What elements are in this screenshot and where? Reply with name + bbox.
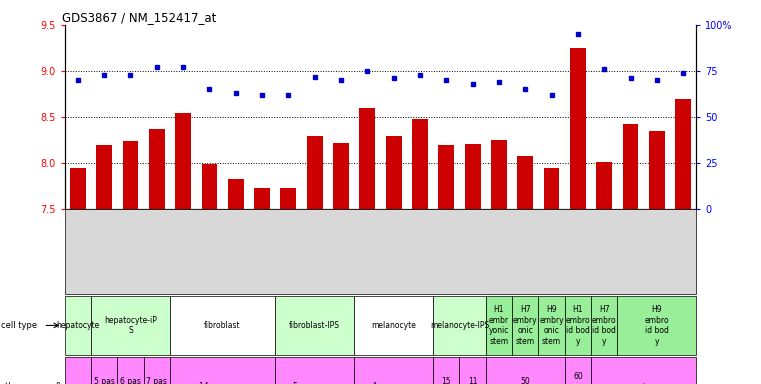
Text: hepatocyte: hepatocyte [56,321,100,330]
Bar [570,48,586,209]
Text: 11
passag: 11 passag [459,377,486,384]
Bar [281,188,296,209]
Bar [228,179,244,209]
Bar [175,113,191,209]
Bar [412,119,428,209]
Text: 6 pas
sages: 6 pas sages [119,377,142,384]
Bar [359,108,375,209]
Bar [675,99,691,209]
Text: fibroblast: fibroblast [204,321,241,330]
Bar [517,156,533,209]
Text: H9
embro
id bod
y: H9 embro id bod y [645,305,669,346]
Text: hepatocyte-iP
S: hepatocyte-iP S [104,316,157,335]
Bar [438,145,454,209]
Bar [333,143,349,209]
Text: 14 passages: 14 passages [199,382,247,384]
Bar [123,141,139,209]
Bar [597,162,612,209]
Text: GDS3867 / NM_152417_at: GDS3867 / NM_152417_at [62,11,216,24]
Text: H7
embro
id bod
y: H7 embro id bod y [592,305,616,346]
Text: 0 passages: 0 passages [56,382,100,384]
Text: n/a: n/a [638,382,650,384]
Bar [622,124,638,209]
Text: cell type: cell type [1,321,37,330]
Text: H1
embr
yonic
stem: H1 embr yonic stem [489,305,509,346]
Bar [254,188,270,209]
Bar [70,168,86,209]
Text: other: other [1,382,24,384]
Text: H7
embry
onic
stem: H7 embry onic stem [513,305,537,346]
Text: 50
passages: 50 passages [508,377,543,384]
Text: 4 passages: 4 passages [372,382,416,384]
Bar [649,131,665,209]
Bar [307,136,323,209]
Bar [96,145,112,209]
Bar [543,168,559,209]
Text: 5 passages: 5 passages [293,382,336,384]
Text: melanocyte: melanocyte [371,321,416,330]
Text: 5 pas
sages: 5 pas sages [93,377,115,384]
Text: H9
embry
onic
stem: H9 embry onic stem [540,305,564,346]
Bar [465,144,480,209]
Text: 60
passa
ges: 60 passa ges [567,372,589,384]
Text: H1
embro
id bod
y: H1 embro id bod y [565,305,591,346]
Text: 15
passages: 15 passages [428,377,464,384]
Text: 7 pas
sages: 7 pas sages [145,377,168,384]
Bar [491,140,507,209]
Bar [386,136,402,209]
Text: melanocyte-IPS: melanocyte-IPS [430,321,489,330]
Bar [202,164,218,209]
Bar [149,129,164,209]
Text: fibroblast-IPS: fibroblast-IPS [289,321,340,330]
